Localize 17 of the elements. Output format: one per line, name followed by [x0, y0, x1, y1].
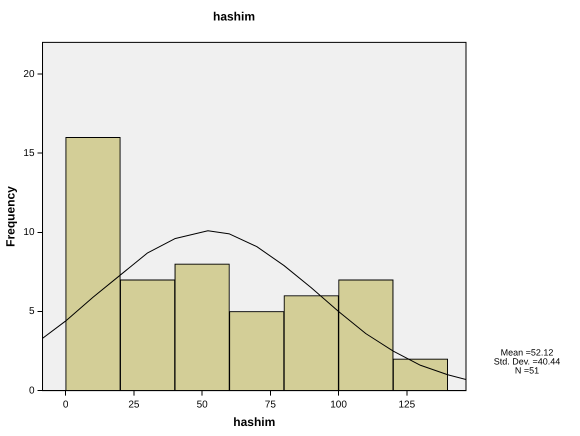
chart-title: hashim — [212, 10, 256, 24]
y-tick-label: 15 — [23, 148, 35, 159]
text: Std. Dev. =40.44 — [494, 356, 560, 366]
x-tick-label: 125 — [398, 399, 416, 410]
y-tick-label: 20 — [23, 68, 35, 80]
text: N =51 — [514, 365, 540, 376]
x-tick-label: 0 — [62, 399, 69, 410]
x-tick-label: 50 — [196, 399, 208, 410]
y-tick-label: 5 — [28, 306, 35, 318]
text: Mean =52.12 — [500, 347, 554, 358]
x-tick-label: 75 — [264, 399, 276, 410]
x-tick-label: 25 — [128, 399, 140, 410]
x-axis-title: hashim — [233, 415, 276, 430]
x-tick-label: 100 — [330, 399, 348, 410]
y-tick-label: 10 — [23, 227, 35, 238]
y-axis-title: Frequency — [4, 186, 18, 247]
y-tick-label: 0 — [28, 385, 35, 396]
